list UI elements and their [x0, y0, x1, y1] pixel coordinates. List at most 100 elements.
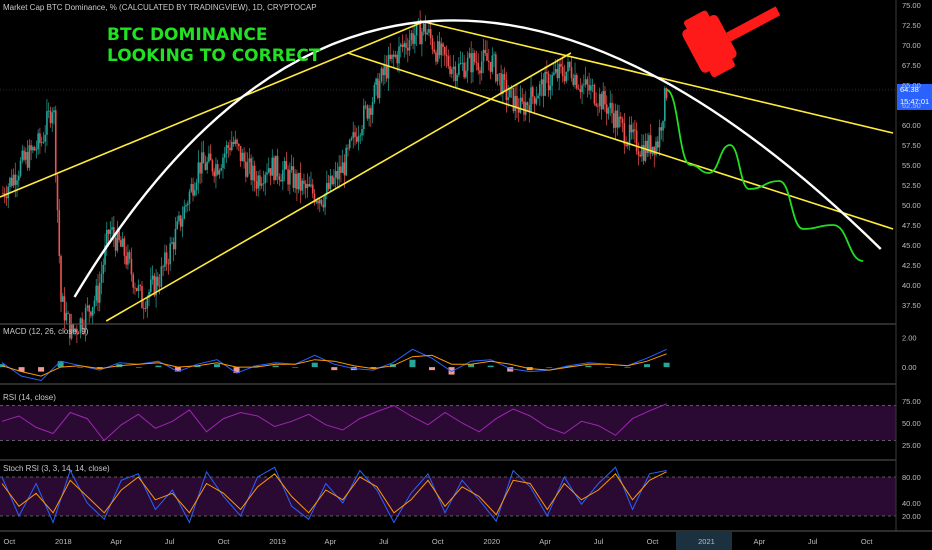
- macd-histogram-bar: [468, 364, 475, 368]
- candle-body: [315, 200, 318, 203]
- candle-body: [542, 79, 545, 96]
- price-tick-label: 52.50: [902, 181, 921, 190]
- candle-body: [403, 43, 406, 48]
- stoch-tick-label: 80.00: [902, 473, 921, 482]
- trendline: [105, 52, 572, 322]
- candle-body: [445, 54, 448, 57]
- candle-body: [125, 255, 127, 265]
- candle-body: [28, 145, 31, 168]
- candle-body: [586, 79, 589, 85]
- candle-body: [470, 53, 472, 73]
- macd-pane[interactable]: [0, 348, 670, 382]
- macd-title: MACD (12, 26, close, 9): [3, 327, 89, 336]
- macd-histogram-bar: [96, 367, 103, 369]
- candle-body: [113, 227, 115, 238]
- macd-histogram-bar: [409, 359, 416, 368]
- candle-body: [310, 184, 312, 187]
- candle-body: [178, 215, 180, 222]
- candle-body: [498, 73, 501, 75]
- candle-body: [142, 308, 145, 309]
- rsi-tick-label: 50.00: [902, 419, 921, 428]
- candle-body: [364, 105, 367, 107]
- candle-body: [421, 31, 423, 45]
- candle-body: [517, 108, 520, 113]
- candle-body: [664, 88, 666, 122]
- candle-body: [560, 63, 562, 67]
- candle-body: [223, 153, 226, 158]
- time-scale[interactable]: Oct 2018 Apr Jul Oct 2019 Apr Jul Oct 2020 Apr Jul O…: [4, 537, 874, 546]
- candle-body: [209, 153, 212, 161]
- candle-body: [456, 74, 458, 82]
- candle-body: [285, 160, 288, 170]
- candle-body: [507, 97, 509, 100]
- candle-body: [51, 112, 54, 124]
- rsi-pane[interactable]: [0, 403, 896, 442]
- candle-body: [63, 296, 66, 321]
- candle-body: [111, 227, 113, 230]
- time-tick-label: Apr: [110, 537, 122, 546]
- candle-body: [630, 124, 633, 133]
- candle-body: [273, 157, 275, 181]
- macd-histogram-bar: [311, 362, 318, 368]
- time-tick-label: Jul: [808, 537, 818, 546]
- candle-body: [472, 52, 474, 73]
- candle-body: [67, 312, 69, 314]
- candle-body: [641, 145, 643, 157]
- candle-body: [53, 110, 55, 113]
- candle-body: [392, 54, 395, 57]
- candle-body: [70, 324, 73, 339]
- candle-body: [350, 138, 353, 140]
- candle-body: [215, 164, 217, 177]
- candle-body: [32, 147, 34, 151]
- stoch-rsi-title: Stoch RSI (3, 3, 14, 14, close): [3, 464, 110, 473]
- candle-body: [600, 93, 603, 110]
- candle-body: [294, 173, 296, 189]
- candle-body: [658, 127, 661, 148]
- candle-body: [391, 54, 393, 60]
- candle-body: [229, 147, 231, 151]
- candle-body: [105, 229, 108, 246]
- candle-body: [109, 229, 112, 234]
- macd-histogram-bar: [38, 367, 45, 372]
- candle-body: [431, 38, 434, 50]
- candle-body: [9, 177, 11, 187]
- main-indicator-title: Market Cap BTC Dominance, % (CALCULATED …: [3, 3, 317, 12]
- candle-body: [23, 150, 25, 160]
- candle-body: [114, 237, 117, 251]
- time-tick-label: Jul: [165, 537, 175, 546]
- candle-body: [186, 203, 189, 206]
- candle-body: [39, 133, 41, 144]
- candle-body: [336, 170, 339, 180]
- candle-body: [491, 55, 494, 72]
- candle-body: [598, 93, 601, 107]
- candle-body: [484, 49, 487, 54]
- candle-body: [412, 33, 414, 44]
- macd-histogram-bar: [585, 365, 592, 368]
- rsi-tick-label: 75.00: [902, 397, 921, 406]
- candle-body: [225, 145, 228, 154]
- candle-body: [551, 74, 553, 86]
- price-scale[interactable]: 75.00 72.50 70.00 67.50 65.00 62.50 60.00 57.50…: [902, 1, 921, 521]
- candle-body: [47, 110, 50, 112]
- time-tick-label: Apr: [325, 537, 337, 546]
- candle-body: [348, 139, 351, 149]
- candle-body: [595, 103, 597, 106]
- candle-body: [183, 206, 186, 219]
- candle-body: [362, 105, 365, 130]
- candle-body: [621, 118, 624, 124]
- candle-body: [565, 71, 568, 82]
- candle-body: [512, 87, 515, 112]
- candle-body: [340, 166, 342, 173]
- candle-body: [317, 200, 319, 204]
- macd-tick-label: 0.00: [902, 363, 917, 372]
- candle-body: [510, 87, 513, 89]
- candle-body: [303, 180, 305, 184]
- stoch-rsi-pane[interactable]: [0, 466, 896, 524]
- candle-body: [95, 285, 98, 301]
- candle-body: [274, 155, 277, 181]
- price-pane[interactable]: [0, 10, 896, 346]
- candle-body: [241, 152, 244, 162]
- candle-body: [502, 74, 504, 94]
- candle-body: [327, 182, 330, 189]
